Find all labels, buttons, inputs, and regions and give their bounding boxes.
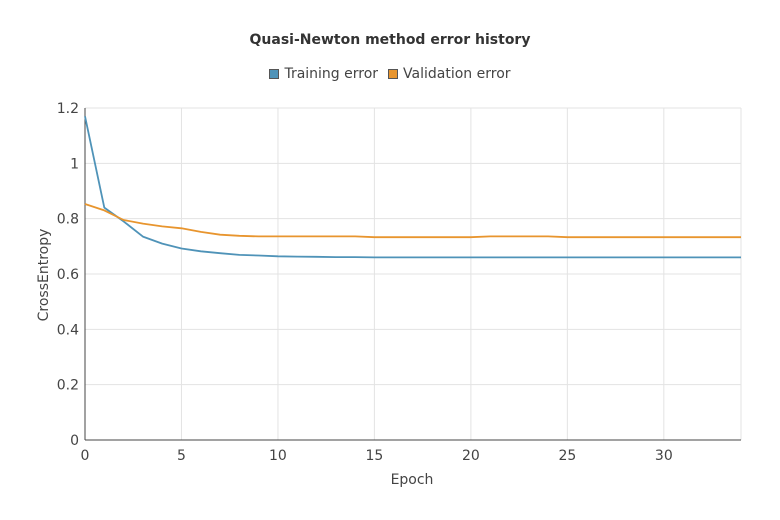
legend-label-training: Training error <box>284 66 379 82</box>
y-tick-label: 0.6 <box>57 267 79 283</box>
y-tick-label: 1.2 <box>57 101 79 117</box>
y-tick-label: 0.4 <box>57 322 79 338</box>
legend-swatch-training <box>269 69 280 79</box>
y-tick-label: 0.8 <box>57 212 79 228</box>
x-tick-label: 15 <box>365 448 383 464</box>
validation-error-line <box>84 203 741 239</box>
axes <box>84 108 741 441</box>
chart-legend: Training error Validation error <box>0 66 780 82</box>
x-tick-label: 5 <box>177 448 186 464</box>
x-axis-label: Epoch <box>391 472 434 488</box>
training-error-line <box>84 116 741 259</box>
tick-labels: 0 5 10 15 20 25 30 0 0.2 0.4 0.6 0.8 1 1.2 <box>57 101 673 464</box>
x-tick-label: 25 <box>558 448 576 464</box>
legend-swatch-validation <box>388 69 399 79</box>
x-tick-label: 0 <box>81 448 90 464</box>
y-tick-label: 0.2 <box>57 378 79 394</box>
x-tick-label: 30 <box>655 448 673 464</box>
x-tick-label: 10 <box>269 448 287 464</box>
series-lines <box>84 116 741 259</box>
y-axis-label: CrossEntropy <box>36 229 52 322</box>
legend-label-validation: Validation error <box>403 66 511 82</box>
y-tick-label: 0 <box>70 433 79 449</box>
x-tick-label: 20 <box>462 448 480 464</box>
legend-item-training[interactable]: Training error <box>269 66 378 82</box>
y-tick-label: 1 <box>70 156 79 172</box>
chart-title: Quasi-Newton method error history <box>249 32 531 48</box>
legend-item-validation[interactable]: Validation error <box>388 66 511 82</box>
grid-lines <box>85 107 742 440</box>
